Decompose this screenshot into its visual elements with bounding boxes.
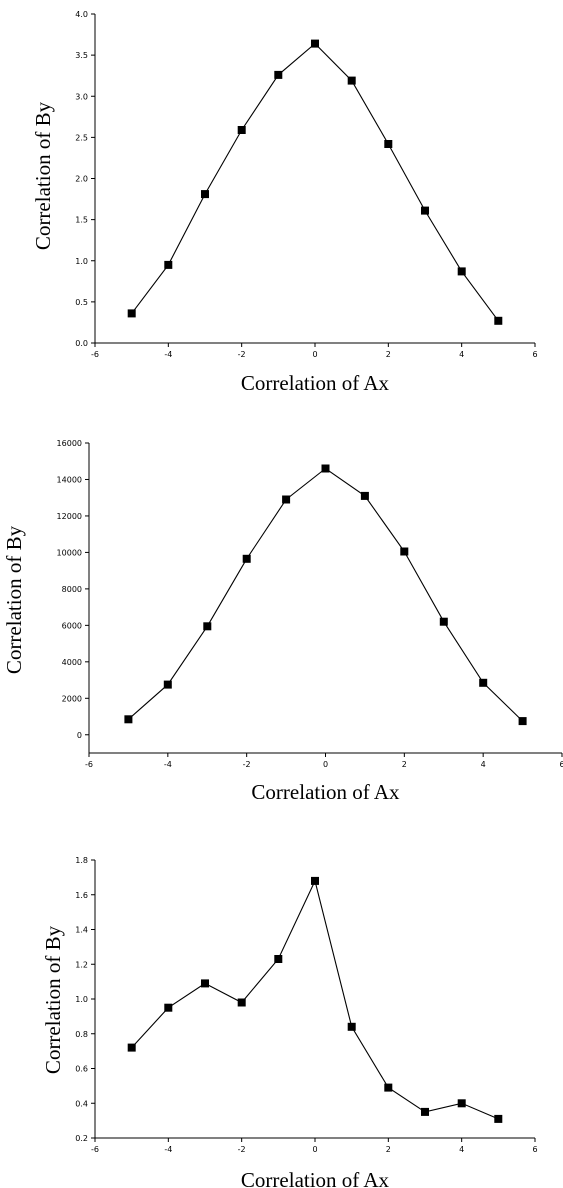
- chart-2-data-point: [203, 622, 212, 631]
- chart-1-x-tick-label: 4: [459, 350, 464, 359]
- chart-3-x-tick-label: 0: [312, 1145, 317, 1154]
- chart-3-x-tick-label: -6: [91, 1145, 99, 1154]
- chart-2-data-point: [360, 491, 369, 500]
- chart-2-data-point: [124, 715, 133, 724]
- chart-2-data-point: [518, 717, 527, 726]
- chart-3-y-tick-label: 0.8: [75, 1030, 88, 1039]
- chart-3-x-axis-title: Correlation of Ax: [241, 1168, 390, 1188]
- chart-2-y-tick-label: 10000: [57, 548, 82, 557]
- chart-1-y-axis-title: Correlation of By: [31, 101, 55, 250]
- chart-1-x-tick-label: -4: [164, 350, 172, 359]
- chart-3-y-axis-title: Correlation of By: [41, 925, 65, 1074]
- chart-3-y-tick-label: 1.2: [75, 960, 88, 969]
- chart-1-data-point: [127, 309, 136, 318]
- chart-1-data-point: [384, 140, 393, 148]
- chart-3-y-tick-label: 1.0: [75, 995, 88, 1004]
- chart-1-x-tick-label: -2: [238, 350, 246, 359]
- chart-3-y-tick-label: 1.4: [75, 926, 88, 935]
- chart-2-data-point: [282, 495, 291, 504]
- chart-1-data-point: [201, 190, 209, 199]
- chart-2-x-tick-label: -4: [164, 760, 172, 769]
- chart-1-y-tick-label: 1.5: [75, 216, 88, 225]
- chart-2-x-tick-label: -2: [243, 760, 251, 769]
- chart-3-x-tick-label: 6: [532, 1145, 537, 1154]
- chart-1-data-point: [494, 316, 503, 325]
- chart-1-data-point: [237, 126, 246, 134]
- chart-1-data-point: [457, 267, 466, 276]
- chart-3-data-point: [494, 1114, 503, 1123]
- chart-1-y-tick-label: 0.0: [75, 339, 88, 348]
- chart-1-y-tick-label: 1.0: [75, 257, 88, 266]
- chart-1-series-line: [131, 42, 499, 322]
- chart-2-y-tick-label: 14000: [57, 475, 82, 484]
- chart-2-y-tick-label: 8000: [62, 585, 82, 594]
- chart-2-svg: -6 -4 -2 0 2 4 6 0 2000 4000 6000 8000 10000 12000 140…: [2, 439, 563, 804]
- chart-3-x-tick-label: 2: [386, 1145, 391, 1154]
- chart-2-data-point: [439, 617, 448, 626]
- chart-2: -6 -4 -2 0 2 4 6 0 2000 4000 6000 8000 10000 12000 140…: [0, 400, 563, 810]
- chart-2-data-point: [321, 464, 330, 473]
- chart-1-y-tick-label: 0.5: [75, 298, 88, 307]
- chart-2-y-axis-title: Correlation of By: [2, 525, 26, 674]
- chart-3: -6 -4 -2 0 2 4 6 0.2 0.4 0.6 0.8 1.0 1.2 1.4 1.6 1.8 Cor…: [0, 810, 563, 1188]
- chart-3-data-point: [127, 1043, 136, 1052]
- chart-3-series-line: [131, 879, 499, 1120]
- chart-1: -6 -4 -2 0 2 4 6 0.0 0.5 1.0 1.5 2.0 2.5 3.0 3.5 4.0 Cor…: [0, 0, 563, 400]
- chart-3-data-point: [164, 1003, 173, 1012]
- chart-2-y-tick-label: 6000: [62, 621, 82, 630]
- chart-2-series-line: [128, 467, 523, 722]
- chart-1-data-point: [347, 76, 356, 85]
- chart-3-data-point: [274, 955, 283, 963]
- chart-1-x-tick-label: -6: [91, 350, 99, 359]
- chart-2-x-tick-label: 6: [559, 760, 563, 769]
- chart-2-y-tick-label: 2000: [62, 694, 82, 703]
- chart-2-x-tick-label: 2: [402, 760, 407, 769]
- chart-1-x-tick-label: 0: [312, 350, 317, 359]
- chart-1-y-tick-label: 4.0: [75, 10, 88, 19]
- chart-1-y-tick-label: 2.5: [75, 133, 88, 142]
- chart-1-x-tick-label: 6: [532, 350, 537, 359]
- chart-3-data-point: [311, 876, 319, 885]
- chart-1-data-point: [274, 70, 283, 79]
- chart-1-data-point: [421, 206, 429, 215]
- chart-2-data-point: [479, 678, 488, 687]
- chart-3-x-tick-label: 4: [459, 1145, 464, 1154]
- chart-2-x-axis-title: Correlation of Ax: [251, 780, 400, 804]
- chart-3-y-tick-label: 1.6: [75, 891, 88, 900]
- chart-2-y-tick-label: 4000: [62, 658, 82, 667]
- chart-3-data-point: [347, 1022, 356, 1031]
- chart-3-y-tick-label: 0.6: [75, 1065, 88, 1074]
- chart-3-y-tick-label: 1.8: [75, 856, 88, 865]
- chart-3-svg: -6 -4 -2 0 2 4 6 0.2 0.4 0.6 0.8 1.0 1.2 1.4 1.6 1.8 Cor…: [41, 856, 538, 1188]
- chart-2-data-point: [400, 547, 409, 556]
- chart-3-y-tick-label: 0.2: [75, 1134, 88, 1143]
- chart-2-y-tick-label: 0: [77, 731, 82, 740]
- chart-1-x-tick-label: 2: [386, 350, 391, 359]
- chart-2-y-tick-label: 16000: [57, 439, 82, 448]
- chart-3-x-tick-label: -2: [238, 1145, 246, 1154]
- chart-3-data-point: [237, 998, 246, 1007]
- chart-3-y-tick-label: 0.4: [75, 1099, 88, 1108]
- chart-1-y-tick-label: 3.5: [75, 51, 88, 60]
- chart-1-svg: -6 -4 -2 0 2 4 6 0.0 0.5 1.0 1.5 2.0 2.5 3.0 3.5 4.0 Cor…: [31, 10, 538, 395]
- chart-1-data-point: [311, 39, 319, 48]
- chart-2-data-point: [242, 554, 251, 563]
- chart-1-y-tick-label: 3.0: [75, 92, 88, 101]
- chart-3-data-point: [421, 1107, 429, 1116]
- chart-3-data-point: [201, 979, 209, 988]
- chart-2-y-tick-label: 12000: [57, 512, 82, 521]
- chart-2-data-point: [163, 680, 172, 689]
- chart-1-data-point: [164, 260, 173, 269]
- chart-2-x-tick-label: -6: [85, 760, 93, 769]
- chart-3-x-tick-label: -4: [164, 1145, 172, 1154]
- chart-3-data-point: [457, 1099, 466, 1108]
- chart-1-y-tick-label: 2.0: [75, 175, 88, 184]
- chart-2-x-tick-label: 0: [323, 760, 328, 769]
- chart-1-x-axis-title: Correlation of Ax: [241, 371, 390, 395]
- chart-2-x-tick-label: 4: [481, 760, 486, 769]
- chart-3-data-point: [384, 1083, 393, 1092]
